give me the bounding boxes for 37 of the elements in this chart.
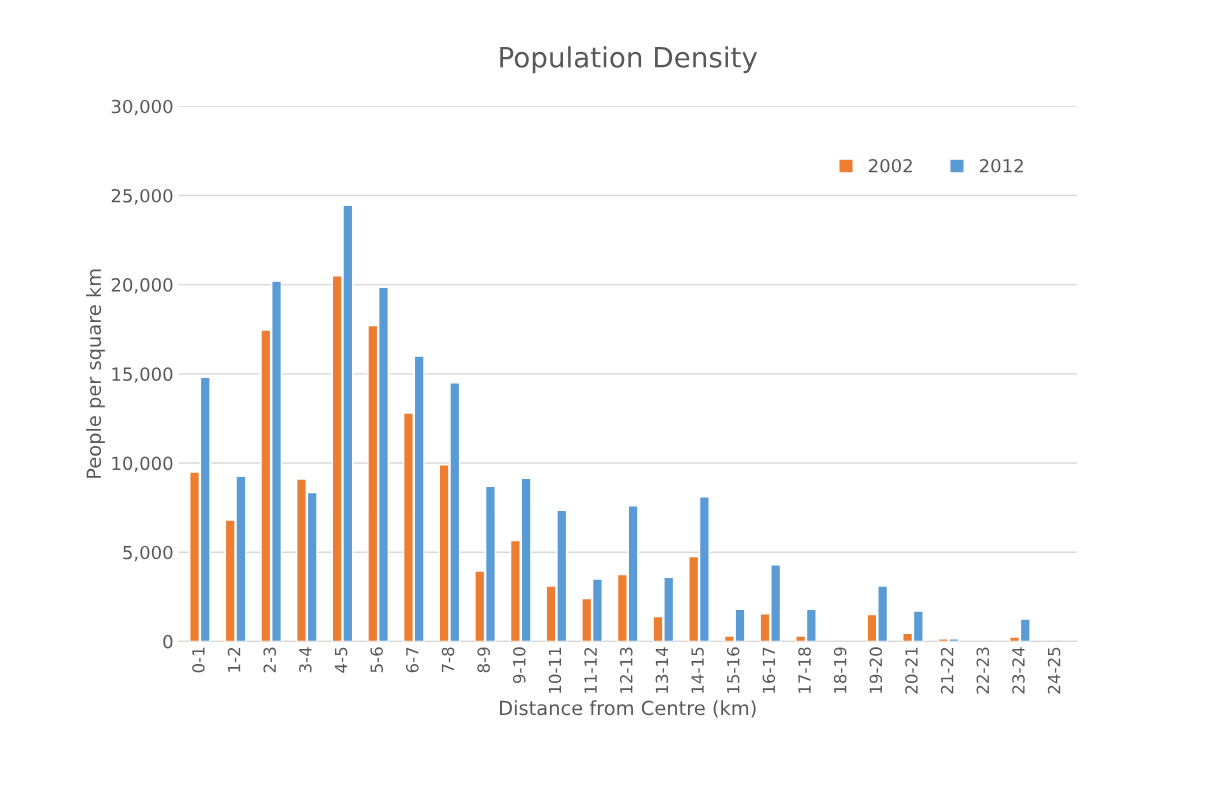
x-tick-label: 24-25 [1047, 647, 1061, 694]
y-tick-label: 25,000 [111, 188, 173, 205]
x-tick-label: 6-7 [406, 647, 419, 673]
x-tick-label: 22-23 [976, 647, 990, 694]
y-tick-label: 15,000 [112, 367, 173, 383]
y-tick-label: 5,000 [123, 545, 173, 562]
x-tick-label: 7-8 [441, 647, 455, 673]
x-tick-label: 19-20 [869, 647, 883, 693]
x-tick-label: 18-19 [833, 647, 847, 693]
x-tick-label: 12-13 [619, 647, 633, 693]
x-tick-label: 8-9 [477, 647, 490, 673]
x-tick-label: 3-4 [299, 647, 312, 673]
y-tick-label: 30,000 [111, 99, 173, 116]
x-tick-label: 0-1 [192, 647, 205, 673]
x-axis-title: Distance from Centre (km) [500, 700, 756, 718]
x-tick-label: 1-2 [227, 647, 241, 672]
legend-label: 2012 [979, 158, 1023, 173]
x-tick-label: 10-11 [548, 647, 562, 693]
x-tick-label: 9-10 [512, 647, 526, 684]
y-tick-label: 10,000 [112, 456, 173, 472]
x-tick-label: 23-24 [1012, 647, 1025, 694]
x-tick-label: 20-21 [905, 647, 918, 694]
x-tick-label: 17-18 [798, 647, 811, 693]
x-tick-label: 16-17 [762, 647, 776, 693]
y-tick-label: 20,000 [111, 278, 173, 294]
x-tick-label: 5-6 [370, 647, 383, 673]
x-tick-label: 2-3 [263, 647, 277, 673]
x-tick-label: 4-5 [334, 647, 348, 673]
y-tick-label: 0 [163, 634, 173, 649]
x-tick-label: 14-15 [691, 647, 704, 693]
x-tick-label: 21-22 [940, 647, 954, 694]
legend-label: 2002 [869, 158, 912, 173]
chart-title: Population Density [500, 46, 758, 74]
x-tick-label: 15-16 [726, 647, 740, 693]
y-axis-title: People per square km [86, 269, 105, 478]
x-tick-label: 13-14 [655, 647, 669, 693]
x-tick-label: 11-12 [584, 647, 597, 693]
